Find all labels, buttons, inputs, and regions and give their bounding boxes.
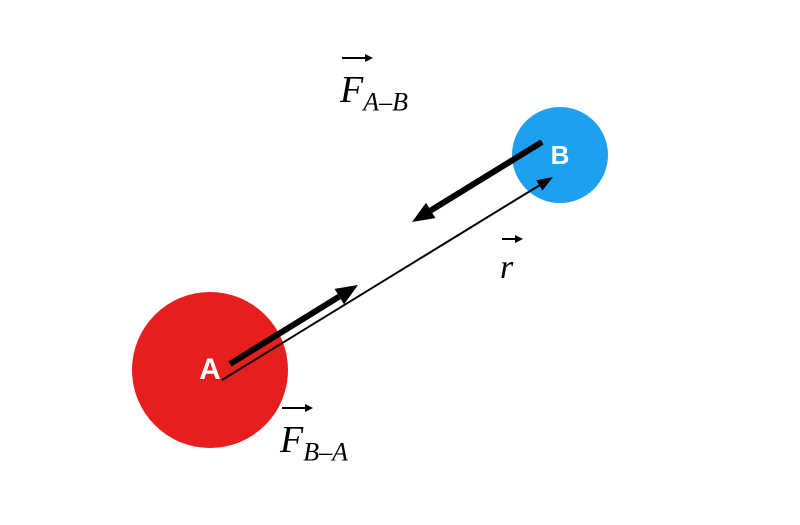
vector-f-ab-letter: F (340, 69, 363, 111)
vector-r-letter: r (500, 249, 513, 286)
vector-f-ab-subscript: A–B (363, 88, 408, 117)
vector-f-ba-letter: F (280, 419, 303, 461)
body-a-label: A (199, 353, 221, 387)
vector-f-ba-subscript: B–A (303, 438, 348, 467)
body-a: A (132, 292, 288, 448)
body-b: B (512, 107, 608, 203)
diagram-stage: A B FA–B FB–A r (0, 0, 800, 525)
vector-label-f-ab: FA–B (340, 68, 408, 118)
vector-label-r: r (500, 248, 513, 287)
body-b-label: B (551, 140, 570, 171)
vector-label-f-ba: FB–A (280, 418, 348, 468)
